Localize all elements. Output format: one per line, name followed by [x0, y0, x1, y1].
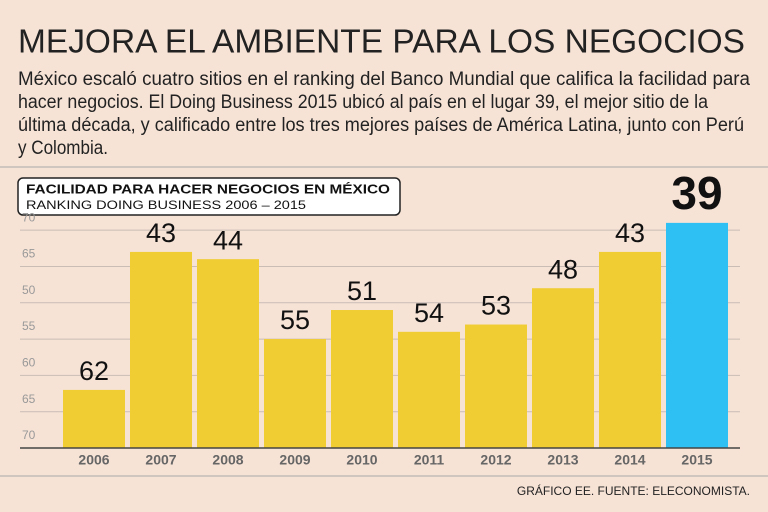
chart-subtitle: FACILIDAD PARA HACER NEGOCIOS EN MÉXICO [26, 181, 390, 196]
subtitle-line: hacer negocios. El Doing Business 2015 u… [18, 92, 708, 113]
subtitle-line: México escaló cuatro sitios en el rankin… [18, 69, 750, 90]
bar [465, 324, 527, 448]
y-tick-label: 70 [22, 210, 36, 224]
x-tick-label: 2012 [480, 452, 511, 468]
value-label: 53 [481, 291, 511, 321]
value-label: 51 [347, 276, 377, 306]
y-tick-label: 65 [22, 247, 36, 261]
chart-subtitle: RANKING DOING BUSINESS 2006 – 2015 [26, 198, 306, 212]
value-label: 43 [146, 218, 176, 248]
value-label: 39 [671, 167, 722, 219]
bar [130, 251, 192, 448]
bar [197, 259, 259, 448]
chart-title: MEJORA EL AMBIENTE PARA LOS NEGOCIOS [18, 23, 745, 60]
x-tick-label: 2007 [145, 452, 176, 468]
x-tick-label: 2010 [346, 452, 377, 468]
x-tick-label: 2008 [212, 452, 243, 468]
x-tick-label: 2011 [414, 452, 445, 468]
y-tick-label: 60 [22, 356, 36, 370]
bar [398, 331, 460, 448]
x-tick-label: 2009 [279, 452, 310, 468]
x-tick-label: 2015 [681, 452, 712, 468]
value-label: 48 [548, 254, 578, 284]
bar [264, 339, 326, 448]
x-tick-label: 2014 [614, 452, 645, 468]
y-tick-label: 70 [22, 428, 36, 442]
value-label: 54 [414, 298, 444, 328]
y-tick-label: 65 [22, 392, 36, 406]
source: GRÁFICO EE. FUENTE: ELECONOMISTA. [517, 483, 750, 498]
bar [331, 310, 393, 448]
y-tick-label: 55 [22, 319, 36, 333]
subtitle-line: y Colombia. [18, 138, 108, 159]
y-tick-label: 50 [22, 283, 36, 297]
value-label: 55 [280, 305, 310, 335]
x-tick-label: 2013 [547, 452, 578, 468]
value-label: 62 [79, 356, 109, 386]
subtitle-line: última década, y calificado entre los tr… [18, 115, 744, 136]
bar [599, 251, 661, 448]
bar [532, 288, 594, 448]
value-label: 44 [213, 225, 243, 255]
chart-title-box [17, 177, 401, 216]
bar [63, 389, 125, 448]
bar [666, 222, 728, 448]
x-tick-label: 2006 [78, 452, 109, 468]
value-label: 43 [615, 218, 645, 248]
